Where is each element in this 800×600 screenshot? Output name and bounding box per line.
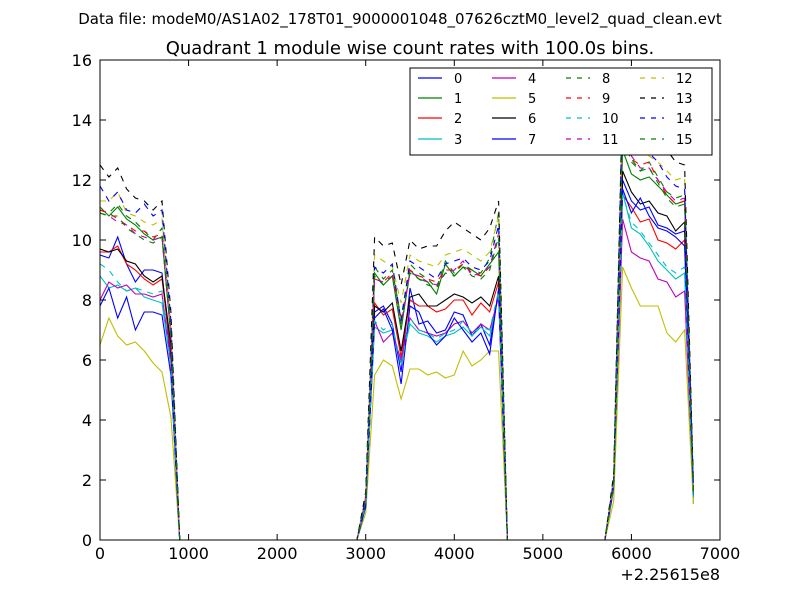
series-line-8	[100, 140, 694, 540]
legend-label-1: 1	[454, 92, 462, 107]
plot-frame	[99, 59, 721, 541]
series-line-7	[100, 188, 694, 540]
legend-label-9: 9	[602, 92, 610, 107]
series-line-5	[100, 266, 694, 540]
series-line-2	[100, 193, 694, 540]
series-line-6	[100, 170, 694, 540]
legend-label-13: 13	[676, 92, 693, 107]
series-line-3	[100, 191, 694, 540]
legend-label-4: 4	[528, 72, 536, 87]
legend-label-2: 2	[454, 112, 462, 127]
y-tick-label: 16	[72, 51, 92, 70]
x-tick-label: 5000	[522, 544, 563, 563]
legend-label-3: 3	[454, 133, 462, 148]
y-tick-label: 4	[82, 411, 92, 430]
legend-label-11: 11	[602, 133, 619, 148]
legend-label-7: 7	[528, 133, 536, 148]
y-tick-label: 2	[82, 471, 92, 490]
series-line-10	[100, 194, 694, 540]
series-line-1	[100, 149, 694, 540]
legend-label-10: 10	[602, 112, 619, 127]
legend-frame	[409, 67, 713, 156]
y-tick-label: 10	[72, 231, 92, 250]
chart-title: Quadrant 1 module wise count rates with …	[166, 38, 655, 59]
series-line-11	[100, 119, 694, 540]
series-line-14	[100, 95, 694, 540]
y-tick-label: 12	[72, 171, 92, 190]
legend-label-8: 8	[602, 72, 610, 87]
x-tick-label: 3000	[345, 544, 386, 563]
series-line-13	[100, 89, 694, 540]
legend-label-12: 12	[676, 72, 693, 87]
x-offset-label: +2.25615e8	[620, 565, 720, 584]
series-line-4	[100, 218, 694, 540]
legend-label-14: 14	[676, 112, 693, 127]
y-tick-label: 0	[82, 531, 92, 550]
x-tick-label: 1000	[168, 544, 209, 563]
legend-label-5: 5	[528, 92, 536, 107]
legend-label-0: 0	[454, 72, 462, 87]
x-tick-label: 2000	[257, 544, 298, 563]
legend-label-15: 15	[676, 133, 693, 148]
y-tick-label: 6	[82, 351, 92, 370]
y-tick-label: 8	[82, 291, 92, 310]
x-tick-label: 6000	[611, 544, 652, 563]
x-tick-label: 7000	[700, 544, 741, 563]
y-tick-label: 14	[72, 111, 92, 130]
x-tick-label: 4000	[434, 544, 475, 563]
ticks-layer: 0 1000 2000 3000 4000 5000 6000 700002468101214…	[72, 51, 741, 563]
series-layer	[100, 89, 694, 540]
x-tick-label: 0	[95, 544, 105, 563]
suptitle: Data file: modeM0/AS1A02_178T01_90000010…	[78, 10, 722, 29]
legend-label-6: 6	[528, 112, 536, 127]
